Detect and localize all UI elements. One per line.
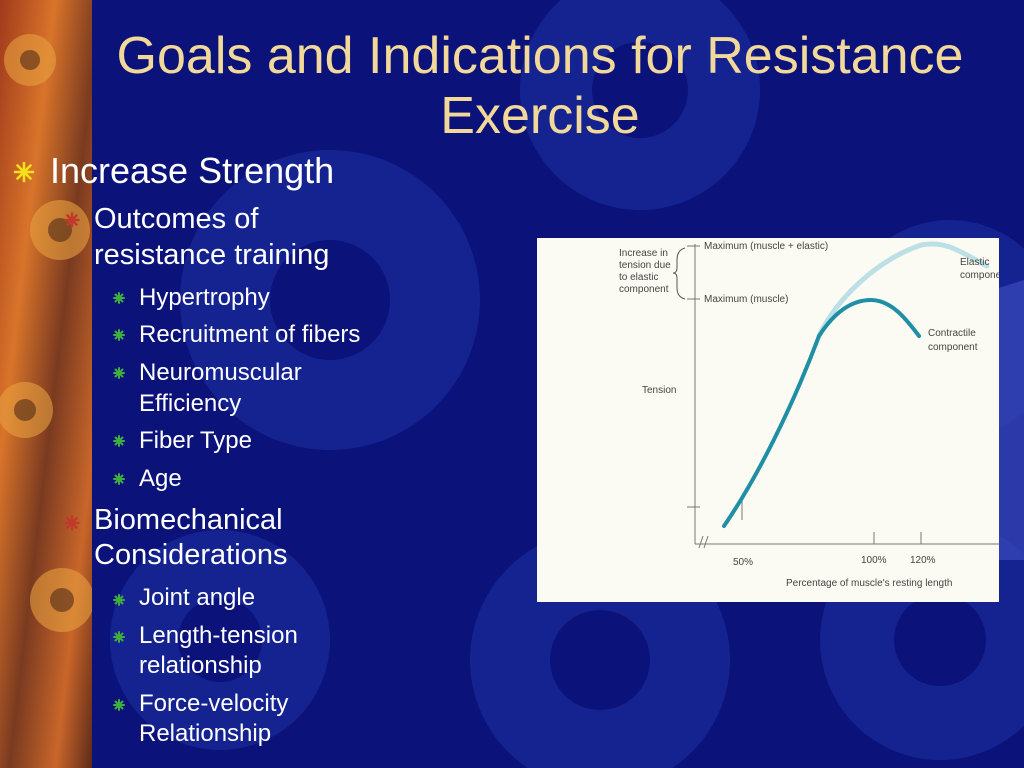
axis-break-mark <box>703 535 709 549</box>
green-starburst-bullet-icon <box>113 367 125 379</box>
bullet-length-tension-line2: relationship <box>139 652 262 679</box>
bullet-increase-strength: Increase Strength <box>50 150 335 191</box>
bullet-joint-angle: Joint angle <box>139 584 256 611</box>
green-starburst-bullet-icon <box>113 594 125 606</box>
starburst-bullet-icon <box>13 161 35 183</box>
length-tension-figure: Increase in tension due to elastic compo… <box>537 238 999 602</box>
green-starburst-bullet-icon <box>113 631 125 643</box>
label-contractile-1: Contractile <box>928 328 976 339</box>
bullet-outcomes-line1: Outcomes of <box>94 203 259 235</box>
slide-title: Goals and Indications for Resistance Exe… <box>116 27 964 145</box>
green-starburst-bullet-icon <box>113 435 125 447</box>
contractile-component-curve <box>722 297 921 528</box>
label-increase-2: tension due <box>619 260 671 271</box>
tension-increase-brace <box>672 247 686 300</box>
bullet-neuromuscular-line2: Efficiency <box>139 390 242 417</box>
left-decorative-strip <box>0 0 92 768</box>
bullet-age: Age <box>139 465 182 492</box>
label-increase-4: component <box>619 284 669 295</box>
label-max-total: Maximum (muscle + elastic) <box>704 241 828 252</box>
label-increase-3: to elastic <box>619 272 658 283</box>
red-starburst-bullet-icon <box>64 515 80 531</box>
label-contractile-2: component <box>928 342 978 353</box>
bullet-neuromuscular-line1: Neuromuscular <box>139 359 302 386</box>
elastic-component-curve <box>816 241 990 339</box>
bullet-outcomes-line2: resistance training <box>94 239 330 271</box>
bullet-biomech-line1: Biomechanical <box>94 504 283 536</box>
bullet-hypertrophy: Hypertrophy <box>139 284 270 311</box>
green-starburst-bullet-icon <box>113 699 125 711</box>
label-increase-1: Increase in <box>619 248 668 259</box>
x-axis-label: Percentage of muscle's resting length <box>786 578 952 589</box>
tick-label-120: 120% <box>910 555 936 566</box>
green-starburst-bullet-icon <box>113 292 125 304</box>
bullet-recruitment: Recruitment of fibers <box>139 321 361 348</box>
bullet-length-tension-line1: Length-tension <box>139 622 298 649</box>
bullet-force-velocity-line2: Relationship <box>139 720 272 747</box>
green-starburst-bullet-icon <box>113 329 125 341</box>
tick-label-50: 50% <box>733 557 753 568</box>
bullet-fiber-type: Fiber Type <box>139 427 252 454</box>
green-starburst-bullet-icon <box>113 473 125 485</box>
tick-label-100: 100% <box>861 555 887 566</box>
bullet-force-velocity-line1: Force-velocity <box>139 690 289 717</box>
label-elastic-2: compone <box>960 270 999 281</box>
axis-break-mark <box>698 535 704 549</box>
label-max-muscle: Maximum (muscle) <box>704 294 788 305</box>
bullet-biomech-line2: Considerations <box>94 539 288 571</box>
label-elastic-1: Elastic <box>960 257 989 268</box>
red-starburst-bullet-icon <box>64 212 80 228</box>
label-tension: Tension <box>642 385 676 396</box>
